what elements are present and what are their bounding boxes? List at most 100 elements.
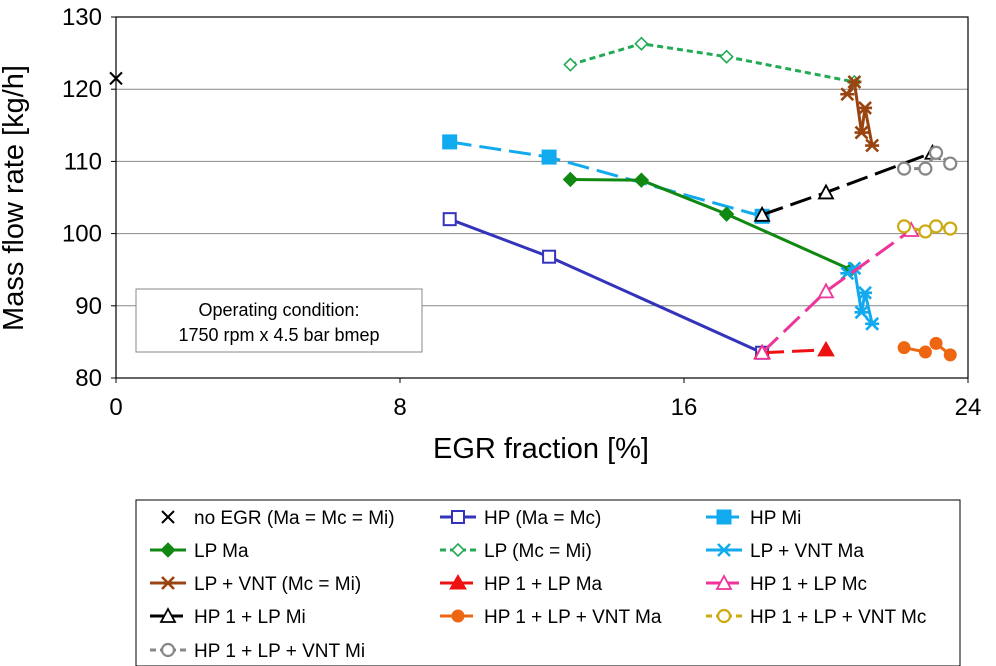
- data-point: [562, 171, 579, 188]
- series-0: [109, 71, 123, 86]
- data-point: [897, 341, 911, 355]
- operating-condition-note: Operating condition: 1750 rpm x 4.5 bar …: [135, 288, 423, 353]
- legend-marker: [717, 543, 731, 557]
- legend-label: HP 1 + LP + VNT Ma: [484, 607, 662, 628]
- series-9: [753, 143, 942, 222]
- legend-label: HP 1 + LP Mc: [750, 574, 867, 595]
- legend-label: HP (Ma = Mc): [484, 508, 601, 529]
- data-point: [928, 219, 944, 234]
- data-point: [896, 219, 912, 234]
- series-line: [762, 348, 827, 355]
- data-point: [865, 138, 880, 153]
- legend-label: no EGR (Ma = Mc = Mi): [194, 508, 395, 529]
- y-tick-label: 80: [75, 365, 102, 392]
- data-point: [753, 205, 771, 222]
- data-point: [943, 156, 958, 171]
- data-point: [817, 282, 835, 299]
- legend-item: LP + VNT (Mc = Mi): [150, 574, 361, 595]
- legend-marker: [716, 608, 732, 624]
- x-tick-label: 16: [671, 394, 698, 421]
- x-tick-label: 8: [393, 394, 406, 421]
- legend-label: HP 1 + LP + VNT Mc: [750, 607, 926, 628]
- legend-item: no EGR (Ma = Mc = Mi): [161, 508, 395, 529]
- legend-marker: [451, 510, 465, 524]
- legend-label: HP 1 + LP Mi: [194, 607, 306, 628]
- series-1: [442, 212, 770, 360]
- y-tick-label: 90: [75, 293, 102, 320]
- legend-item: HP 1 + LP + VNT Mi: [150, 641, 365, 662]
- legend-item: HP 1 + LP Mc: [706, 574, 867, 595]
- legend-marker: [160, 542, 176, 558]
- series-11: [896, 219, 958, 239]
- data-point: [929, 336, 943, 350]
- legend-marker: [161, 510, 175, 524]
- data-point: [840, 87, 855, 102]
- series-line: [761, 228, 913, 354]
- legend-marker: [451, 609, 465, 623]
- legend-item: HP 1 + LP Mi: [150, 607, 306, 628]
- tick-labels: 80 90 100 110 120 130 0 8 16 24: [62, 4, 981, 421]
- y-tick-label: 120: [62, 76, 102, 103]
- legend-item: HP 1 + LP + VNT Ma: [440, 607, 662, 628]
- data-point: [563, 57, 578, 72]
- series-line: [570, 177, 852, 272]
- grid-lines: [116, 88, 968, 307]
- series-3: [562, 171, 859, 278]
- legend-label: LP + VNT Ma: [750, 541, 864, 562]
- data-point: [865, 316, 880, 331]
- note-line-2: 1750 rpm x 4.5 bar bmep: [178, 325, 379, 345]
- series-line: [903, 224, 951, 234]
- legend-item: LP Ma: [150, 541, 249, 562]
- x-tick-label: 0: [109, 394, 122, 421]
- data-point: [719, 49, 734, 64]
- legend-box: [135, 499, 961, 666]
- data-point: [943, 348, 957, 362]
- data-point: [541, 149, 557, 165]
- legend-item: LP (Mc = Mi): [440, 541, 592, 562]
- legend-item: HP 1 + LP + VNT Mc: [706, 607, 926, 628]
- legend-label: HP Mi: [750, 508, 801, 529]
- note-box: [135, 288, 423, 353]
- data-point: [854, 125, 869, 140]
- data-point: [442, 134, 458, 150]
- data-point: [928, 145, 944, 160]
- legend-label: LP + VNT (Mc = Mi): [194, 574, 361, 595]
- legend-marker: [450, 542, 466, 558]
- legend-marker: [161, 576, 175, 590]
- data-point: [858, 101, 873, 115]
- legend-item: LP + VNT Ma: [706, 541, 864, 562]
- y-tick-label: 100: [62, 221, 102, 248]
- legend-item: HP (Ma = Mc): [440, 508, 601, 529]
- data-point: [109, 71, 123, 86]
- data-point: [542, 249, 557, 264]
- y-tick-label: 130: [62, 4, 102, 31]
- series-6: [840, 75, 880, 153]
- series-4: [563, 36, 862, 90]
- legend-item: HP Mi: [706, 508, 801, 529]
- y-tick-label: 110: [64, 148, 102, 175]
- series-line: [904, 150, 952, 171]
- series-12: [896, 145, 958, 176]
- legend-marker: [716, 509, 732, 525]
- legend-label: LP Ma: [194, 541, 249, 562]
- data-point: [918, 161, 933, 176]
- legend-marker: [160, 642, 176, 658]
- legend-marker: [715, 574, 733, 590]
- series-5: [840, 261, 880, 331]
- legend-label: HP 1 + LP + VNT Mi: [194, 641, 365, 662]
- legend-label: HP 1 + LP Ma: [484, 574, 603, 595]
- data-point: [854, 305, 869, 320]
- series-line: [903, 341, 952, 357]
- legend-label: LP (Mc = Mi): [484, 541, 592, 562]
- data-point: [896, 161, 912, 176]
- data-point: [633, 172, 650, 188]
- series-8: [753, 221, 920, 360]
- data-point: [817, 183, 835, 200]
- x-axis-title: EGR fraction [%]: [433, 433, 649, 465]
- note-line-1: Operating condition:: [198, 300, 359, 320]
- legend: no EGR (Ma = Mc = Mi) HP (Ma = Mc) HP Mi LP…: [135, 499, 961, 666]
- legend-marker: [159, 607, 177, 623]
- data-point: [847, 75, 862, 89]
- data-point: [918, 345, 932, 359]
